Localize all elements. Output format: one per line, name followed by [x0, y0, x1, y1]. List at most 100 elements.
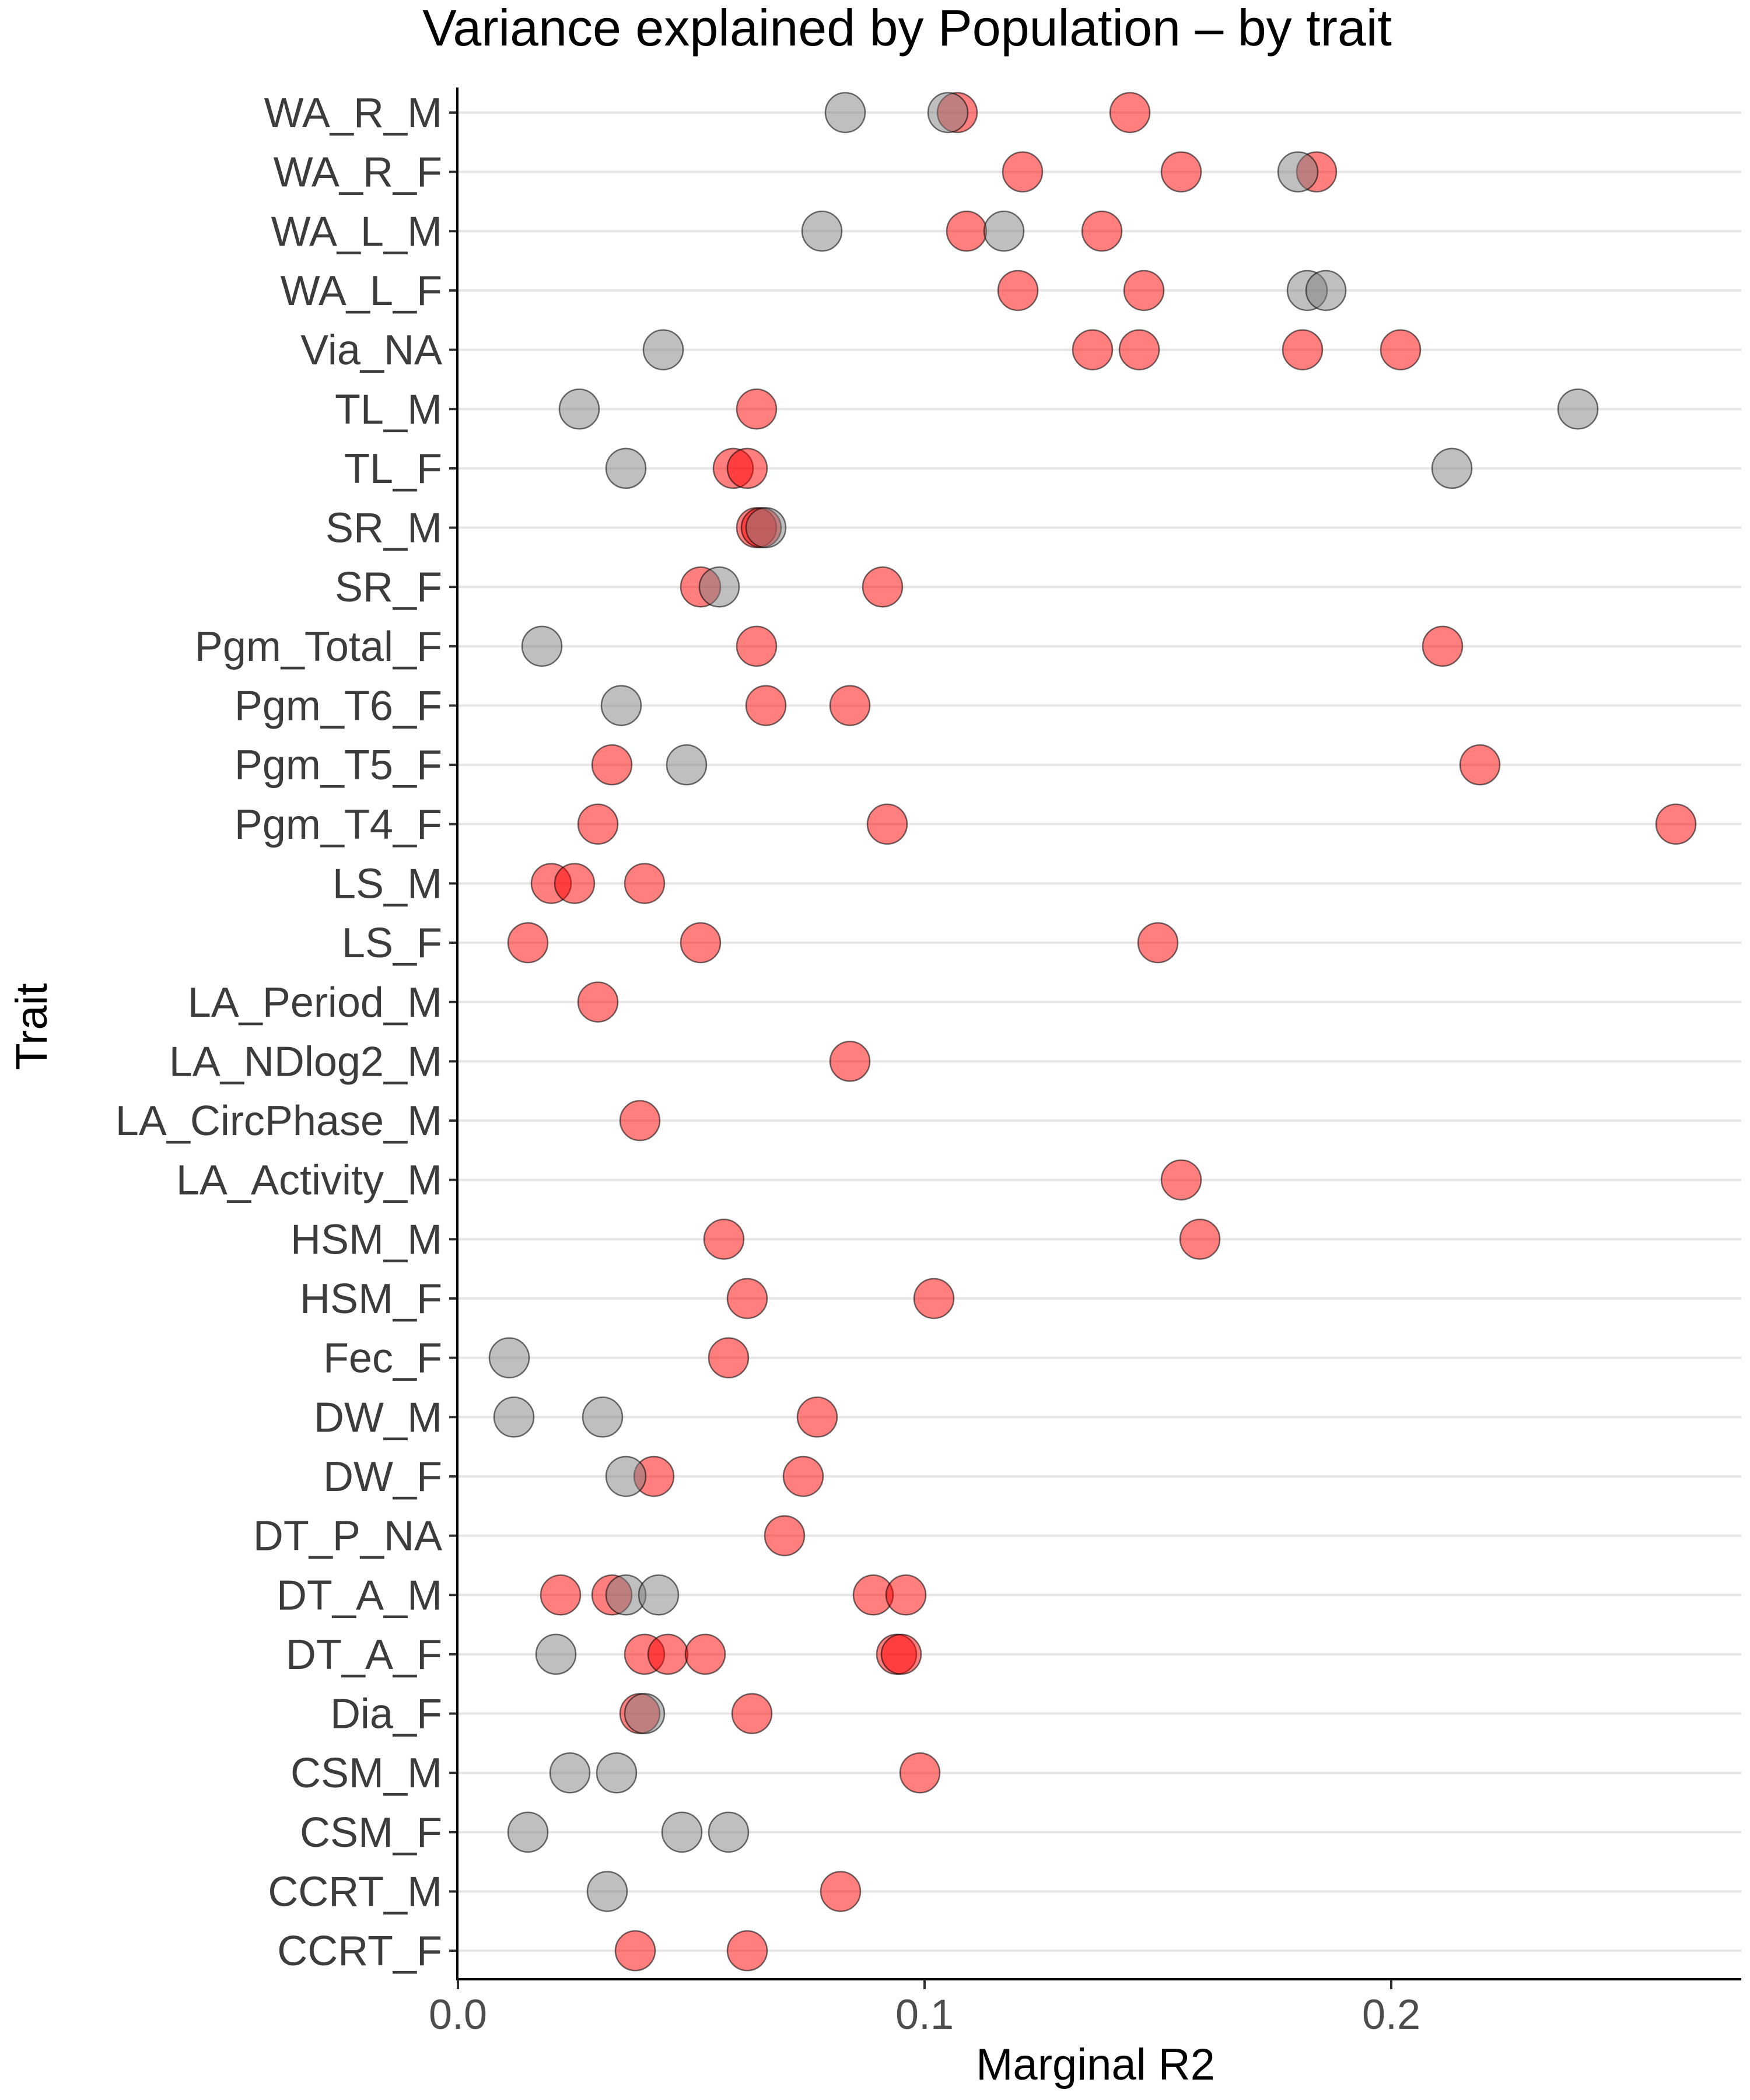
- data-point: [605, 1455, 647, 1497]
- data-point: [708, 1811, 750, 1853]
- x-axis-title: Marginal R2: [976, 2040, 1215, 2090]
- data-point: [1380, 329, 1422, 370]
- data-point: [1282, 329, 1324, 370]
- data-point: [619, 1100, 661, 1142]
- data-point: [745, 685, 787, 726]
- data-point: [1422, 625, 1464, 667]
- y-tick-label: CSM_F: [300, 1810, 442, 1856]
- data-point: [554, 863, 596, 904]
- data-point: [1118, 329, 1160, 370]
- data-point: [829, 1041, 871, 1082]
- data-point: [703, 1219, 745, 1260]
- data-point: [535, 1633, 577, 1675]
- x-tick-label: 0.0: [429, 1992, 487, 2038]
- data-point: [983, 211, 1025, 252]
- x-tick-label: 0.1: [895, 1992, 954, 2038]
- data-point: [577, 803, 619, 845]
- y-tick-label: TL_F: [344, 446, 442, 492]
- data-point: [521, 625, 563, 667]
- data-point: [1160, 151, 1202, 192]
- y-tick-label: LS_M: [332, 860, 442, 907]
- data-point: [946, 211, 988, 252]
- data-point: [862, 566, 904, 608]
- y-tick-label: DW_M: [314, 1394, 442, 1441]
- data-point: [558, 388, 600, 430]
- chart-title: Variance explained by Population – by tr…: [422, 0, 1392, 57]
- y-tick-label: DW_F: [323, 1454, 442, 1500]
- data-point: [661, 1811, 703, 1853]
- data-point: [745, 507, 787, 548]
- data-point: [642, 329, 684, 370]
- data-point: [549, 1752, 591, 1794]
- data-point: [684, 1633, 726, 1675]
- y-tick-label: CCRT_M: [268, 1869, 442, 1916]
- data-point: [880, 1633, 922, 1675]
- data-point: [708, 1337, 750, 1378]
- y-tick-label: WA_L_F: [281, 268, 442, 314]
- y-tick-label: WA_R_F: [274, 149, 442, 196]
- y-tick-label: DT_P_NA: [253, 1513, 442, 1560]
- data-point: [638, 1574, 680, 1616]
- y-tick-label: LA_Period_M: [188, 979, 442, 1026]
- y-tick-label: Pgm_T5_F: [235, 742, 442, 789]
- data-point: [507, 1811, 549, 1853]
- data-point: [680, 922, 722, 964]
- y-tick-label: HSM_F: [300, 1276, 442, 1322]
- data-point: [796, 1396, 838, 1438]
- data-points: [488, 92, 1697, 1972]
- data-point: [1160, 1159, 1202, 1200]
- data-point: [726, 1278, 768, 1320]
- data-point: [540, 1574, 582, 1616]
- y-tick-label: Pgm_Total_F: [195, 624, 442, 670]
- y-tick-label: DT_A_F: [286, 1632, 442, 1678]
- data-point: [736, 388, 778, 430]
- data-point: [1277, 151, 1319, 192]
- y-tick-label: Pgm_T6_F: [235, 683, 442, 730]
- y-tick-label: Fec_F: [323, 1335, 442, 1382]
- data-point: [820, 1871, 862, 1912]
- y-tick-label: SR_F: [335, 564, 442, 611]
- y-tick-label: Pgm_T4_F: [235, 802, 442, 848]
- data-point: [577, 981, 619, 1023]
- y-tick-label: SR_M: [326, 505, 442, 552]
- data-point: [591, 744, 633, 786]
- data-point: [1459, 744, 1501, 786]
- y-tick-label: LA_NDlog2_M: [169, 1038, 442, 1085]
- data-point: [801, 211, 843, 252]
- y-tick-label: TL_M: [335, 386, 442, 433]
- data-point: [1655, 803, 1697, 845]
- data-point: [764, 1515, 806, 1556]
- y-tick-label: CCRT_F: [277, 1928, 442, 1975]
- data-point: [666, 744, 708, 786]
- y-tick-label: WA_R_M: [264, 90, 442, 136]
- y-axis-title: Trait: [7, 983, 57, 1070]
- data-point: [1123, 270, 1165, 312]
- y-tick-label: WA_L_M: [271, 208, 442, 255]
- grid-lines: [457, 111, 1741, 1952]
- y-tick-label: LA_Activity_M: [176, 1157, 442, 1204]
- data-point: [1109, 92, 1151, 134]
- data-point: [1072, 329, 1114, 370]
- data-point: [1557, 388, 1599, 430]
- data-point: [624, 1693, 666, 1734]
- data-point: [731, 1693, 773, 1734]
- y-tick-label: Via_NA: [300, 327, 442, 374]
- data-point: [1431, 447, 1473, 489]
- y-tick-label: CSM_M: [290, 1750, 442, 1797]
- data-point: [927, 92, 969, 134]
- data-point: [1081, 211, 1123, 252]
- y-tick-label: Dia_F: [330, 1691, 442, 1738]
- data-point: [913, 1278, 955, 1320]
- y-tick-label: HSM_M: [290, 1216, 442, 1263]
- data-point: [997, 270, 1039, 312]
- data-point: [1002, 151, 1044, 192]
- data-point: [647, 1633, 689, 1675]
- data-point: [624, 863, 666, 904]
- data-point: [698, 566, 740, 608]
- data-point: [885, 1574, 927, 1616]
- data-point: [582, 1396, 624, 1438]
- data-point: [596, 1752, 638, 1794]
- x-tick-labels: 0.0 0.1 0.2: [429, 1980, 1420, 2038]
- data-point: [726, 447, 768, 489]
